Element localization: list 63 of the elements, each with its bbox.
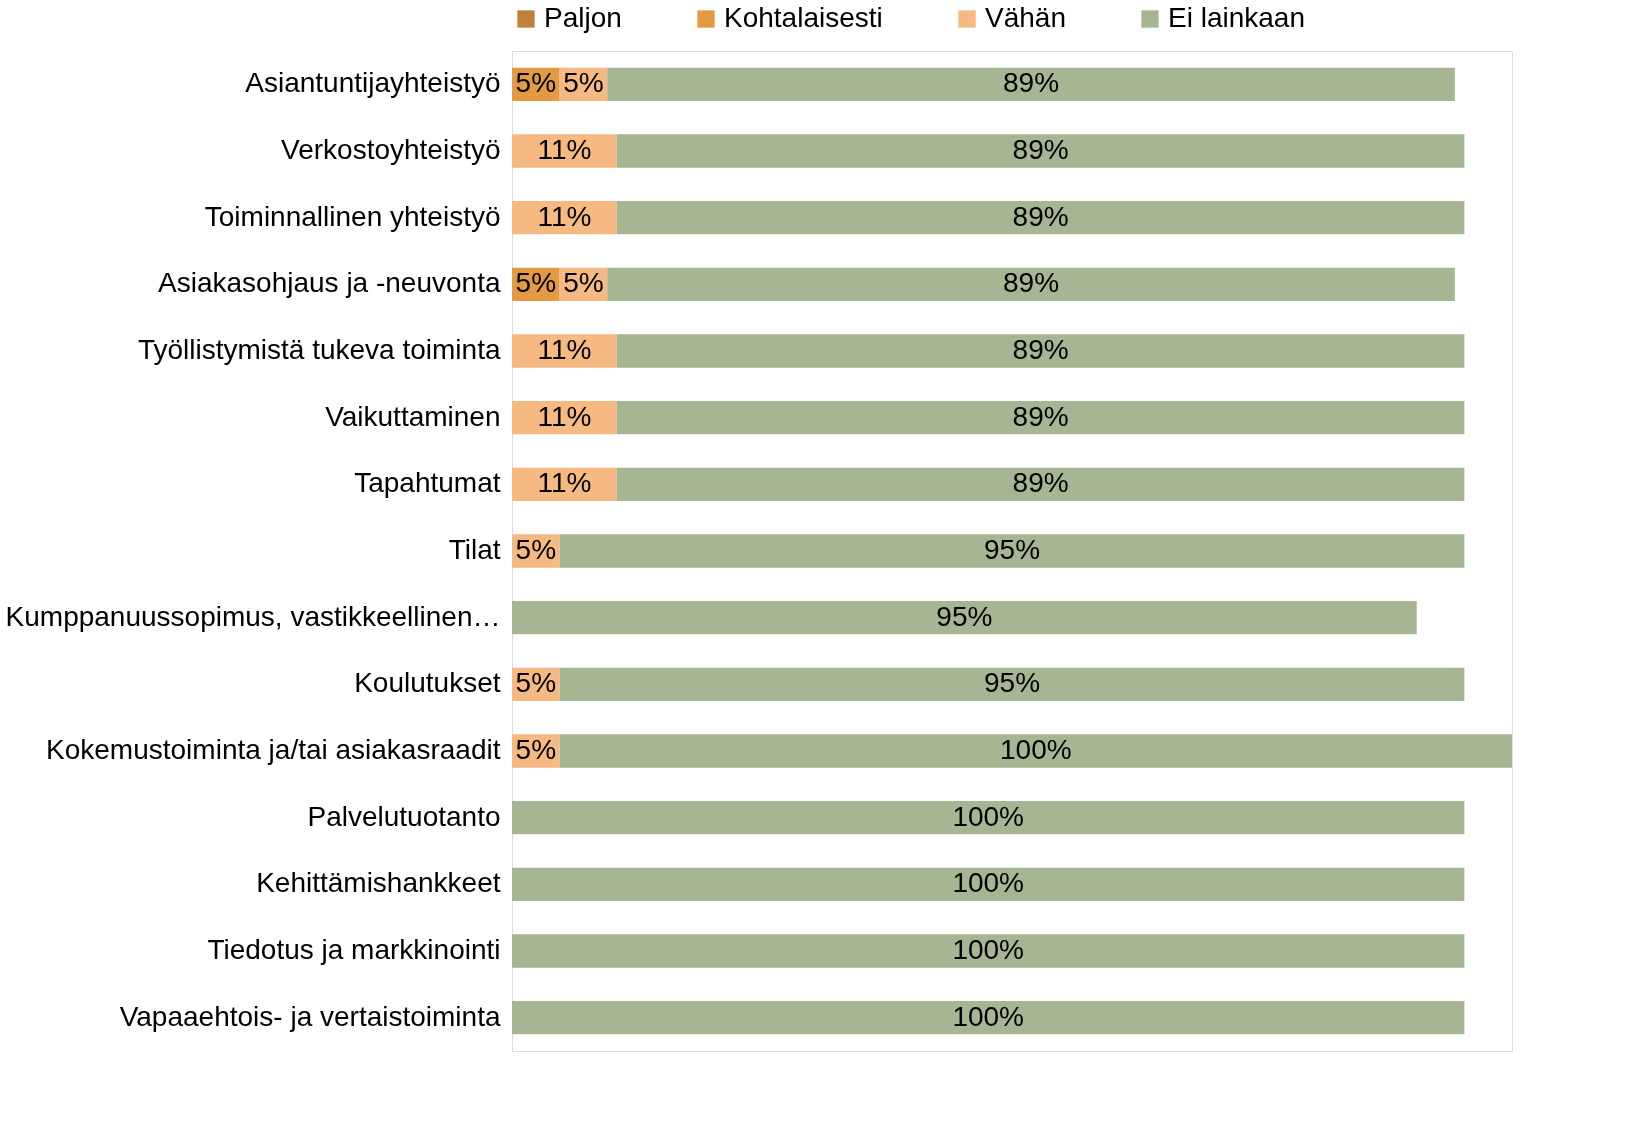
y-tick-label: Tilat xyxy=(448,534,501,565)
y-tick-label: Kehittämishankkeet xyxy=(256,867,501,899)
data-label: 100% xyxy=(1000,734,1072,765)
bar xyxy=(559,734,1512,768)
bar xyxy=(616,134,1465,168)
bar xyxy=(512,134,617,168)
data-label: 5% xyxy=(515,667,557,699)
bar xyxy=(512,1001,1465,1035)
data-label: 11% xyxy=(537,134,592,165)
y-tick-label: Kokemustoiminta ja/tai asiakasraadit xyxy=(46,734,501,765)
data-label: 11% xyxy=(537,200,592,232)
data-label: 5% xyxy=(563,267,604,299)
bar xyxy=(559,534,1465,568)
y-tick-label: Palvelutuotanto xyxy=(307,800,501,832)
legend-label: Kohtalaisesti xyxy=(724,2,883,33)
data-label: 11% xyxy=(537,400,592,432)
data-label: 89% xyxy=(1003,267,1060,299)
data-label: 5% xyxy=(515,534,557,565)
bar xyxy=(512,801,1465,835)
data-label: 89% xyxy=(1012,334,1069,365)
data-label: 100% xyxy=(952,800,1024,832)
bar xyxy=(607,267,1455,301)
data-label: 11% xyxy=(537,467,592,499)
legend-label: Paljon xyxy=(544,2,622,33)
data-label: 5% xyxy=(563,67,604,99)
data-label: 95% xyxy=(936,600,993,632)
bar xyxy=(607,67,1455,101)
data-label: 5% xyxy=(515,67,557,99)
data-label: 95% xyxy=(983,534,1041,565)
data-label: 89% xyxy=(1012,400,1069,432)
y-tick-label: Asiakasohjaus ja -neuvonta xyxy=(158,267,501,299)
data-label: 89% xyxy=(1012,200,1069,232)
y-tick-label: Tapahtumat xyxy=(354,467,501,499)
y-tick-label: Vapaaehtois- ja vertaistoiminta xyxy=(119,1000,501,1032)
y-tick-label: Työllistymistä tukeva toiminta xyxy=(137,334,501,365)
data-label: 5% xyxy=(515,267,557,299)
data-label: 100% xyxy=(952,934,1024,965)
bar xyxy=(512,934,1465,968)
data-label: 100% xyxy=(952,867,1024,899)
y-tick-label: Kumppanuussopimus, vastikkeellinen… xyxy=(5,600,501,632)
legend-label: Vähän xyxy=(985,2,1066,33)
data-label: 5% xyxy=(515,734,557,765)
data-label: 100% xyxy=(952,1000,1024,1032)
y-tick-label: Asiantuntijayhteistyö xyxy=(245,67,501,99)
bar xyxy=(616,201,1465,235)
data-label: 95% xyxy=(983,667,1041,699)
bar xyxy=(616,401,1465,435)
y-tick-label: Koulutukset xyxy=(354,667,501,699)
bar xyxy=(559,667,1465,701)
bar xyxy=(616,334,1465,368)
bar xyxy=(512,867,1465,901)
bar xyxy=(616,467,1465,501)
data-label: 89% xyxy=(1012,467,1069,499)
data-label: 11% xyxy=(537,334,592,365)
y-tick-label: Vaikuttaminen xyxy=(325,400,501,432)
bar xyxy=(512,334,617,368)
y-tick-label: Toiminnallinen yhteistyö xyxy=(204,200,501,232)
legend-label: Ei lainkaan xyxy=(1168,2,1305,33)
data-label: 89% xyxy=(1012,134,1069,165)
data-label: 89% xyxy=(1003,67,1060,99)
bar xyxy=(512,601,1417,635)
y-tick-label: Tiedotus ja markkinointi xyxy=(207,934,501,965)
y-tick-label: Verkostoyhteistyö xyxy=(281,134,501,165)
